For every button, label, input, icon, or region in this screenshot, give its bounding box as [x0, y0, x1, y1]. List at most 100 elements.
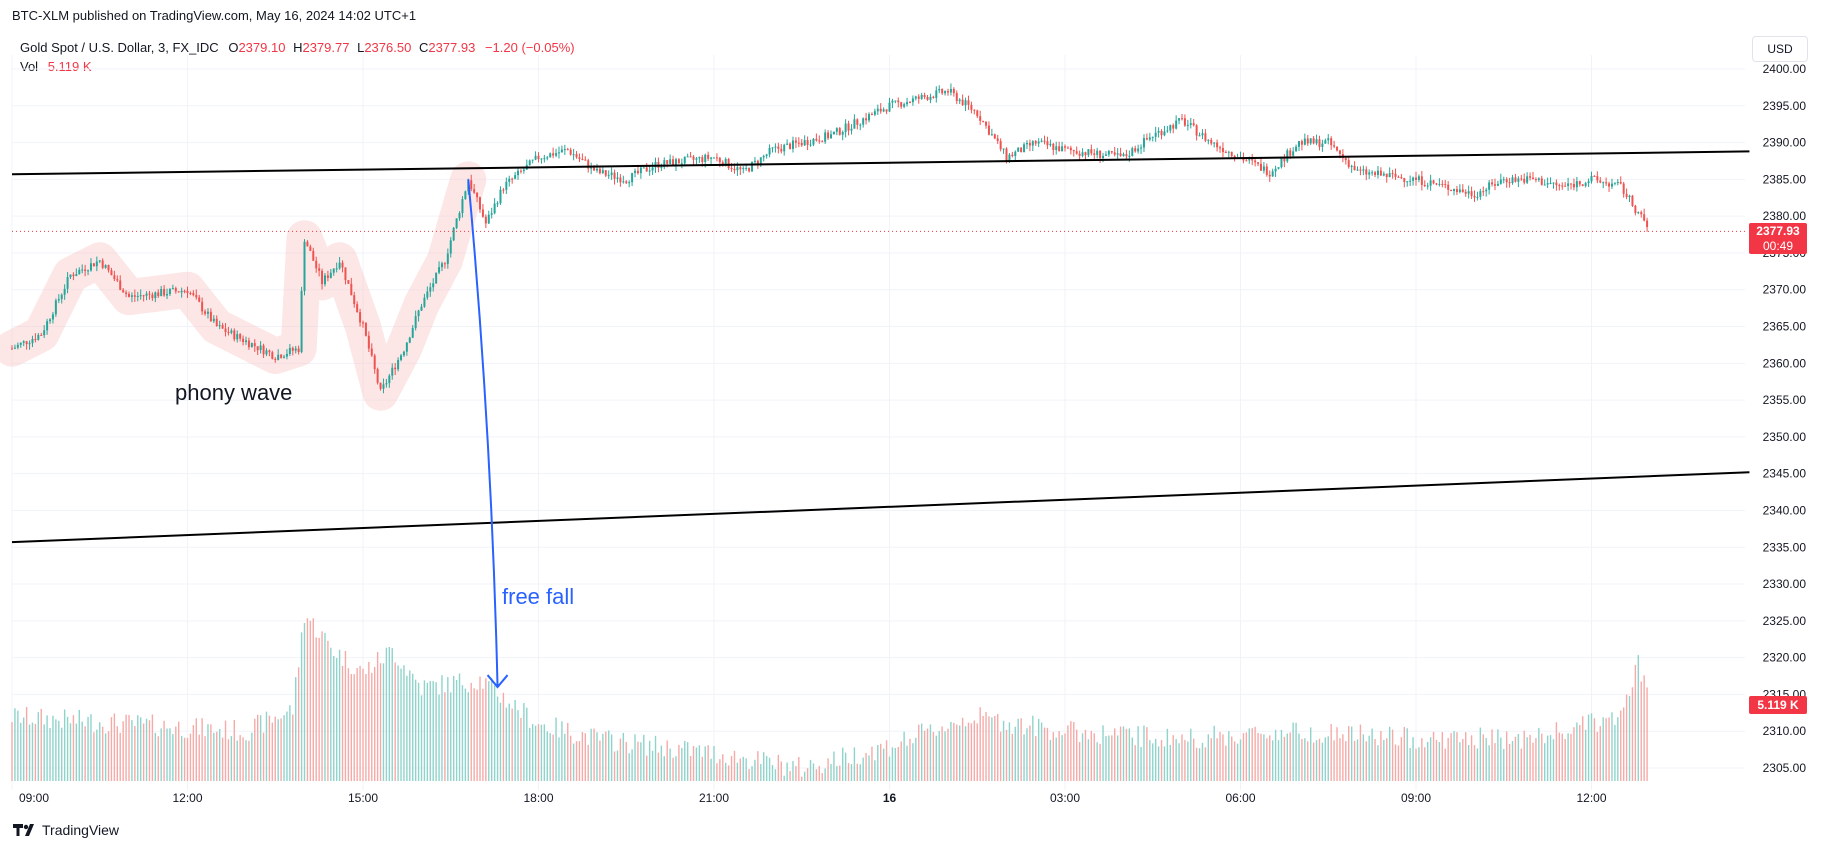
candle-body	[625, 181, 628, 184]
candle-body	[1371, 172, 1374, 174]
candle-body	[505, 181, 508, 190]
candle-body	[739, 167, 742, 170]
candle-body	[1382, 173, 1385, 176]
candle-body	[160, 288, 163, 297]
close-value: 2377.93	[428, 40, 476, 55]
candle-body	[1078, 153, 1081, 156]
candle-body	[598, 168, 601, 174]
candle-body	[1593, 175, 1596, 177]
candle-body	[756, 160, 759, 165]
candle-body	[1262, 166, 1265, 171]
candle-body	[1429, 180, 1432, 186]
candle-body	[508, 178, 511, 182]
candle-body	[838, 128, 841, 135]
candle-body	[891, 100, 894, 103]
candle-body	[449, 240, 452, 254]
candle-body	[1061, 146, 1064, 152]
candle-body	[250, 343, 253, 348]
candle-body	[1166, 130, 1169, 132]
candle-body	[470, 180, 473, 190]
candle-body	[186, 290, 189, 294]
candle-body	[1631, 195, 1634, 206]
candle-body	[794, 140, 797, 143]
x-tick-label: 16	[883, 791, 897, 805]
price-axis[interactable]: 2305.002310.002315.002320.002325.002330.…	[1763, 62, 1807, 775]
candle-body	[110, 270, 113, 276]
candle-body	[356, 304, 359, 313]
candle-body	[259, 345, 262, 351]
candle-body	[1002, 148, 1005, 150]
candle-body	[1265, 166, 1268, 175]
candle-body	[1561, 185, 1564, 187]
candle-body	[698, 157, 701, 159]
candle-body	[1014, 151, 1017, 157]
close-label: C	[418, 40, 429, 55]
candle-body	[1128, 155, 1131, 157]
candle-body	[195, 295, 198, 298]
candle-body	[1330, 138, 1333, 146]
candle-body	[335, 268, 338, 270]
candle-body	[987, 125, 990, 135]
candle-body	[283, 356, 286, 358]
candle-body	[411, 328, 414, 338]
candle-body	[1368, 172, 1371, 175]
candle-body	[1362, 169, 1365, 171]
candle-body	[947, 91, 949, 93]
candle-body	[914, 96, 917, 99]
candle-body	[57, 299, 60, 301]
candle-body	[1347, 160, 1350, 168]
candle-body	[429, 287, 432, 292]
candle-body	[1479, 191, 1482, 197]
candle-body	[1113, 152, 1116, 155]
candle-body	[92, 263, 95, 267]
candle-body	[373, 355, 376, 370]
volume-tag: 5.119 K	[1749, 695, 1807, 714]
candle-body	[1292, 151, 1295, 156]
candle-body	[560, 149, 563, 153]
currency-button[interactable]: USD	[1752, 36, 1808, 62]
candle-body	[341, 262, 344, 268]
candle-body	[680, 163, 683, 165]
symbol-label[interactable]: Gold Spot / U.S. Dollar, 3, FX_IDC	[20, 40, 219, 55]
candle-body	[1444, 184, 1447, 186]
candle-body	[1148, 137, 1151, 140]
candle-body	[1096, 150, 1099, 155]
last-price-tag: 2377.93 00:49	[1749, 223, 1807, 255]
volume-label[interactable]: Vol	[20, 59, 39, 74]
open-value: 2379.10	[238, 40, 286, 55]
candle-body	[493, 203, 496, 214]
candle-body	[765, 154, 768, 156]
candle-body	[830, 134, 832, 139]
candle-body	[1005, 148, 1008, 161]
last-price-value: 2377.93	[1756, 224, 1800, 239]
candle-body	[174, 288, 177, 292]
candle-body	[944, 91, 947, 94]
candle-body	[78, 269, 81, 275]
candle-body	[1502, 179, 1505, 181]
candle-body	[370, 348, 373, 356]
candle-body	[130, 295, 133, 297]
time-axis[interactable]: 09:00 12:00 15:00 18:00 21:00 16 03:00 06:00 09:…	[19, 791, 1607, 805]
candle-body	[326, 275, 329, 278]
candle-body	[923, 94, 926, 98]
candle-body	[218, 325, 221, 327]
candle-body	[862, 118, 865, 125]
candle-body	[949, 88, 952, 93]
candle-body	[1438, 183, 1441, 185]
candle-body	[938, 89, 941, 91]
trendline-1	[11, 150, 1750, 176]
candle-body	[648, 170, 651, 172]
candle-body	[1321, 143, 1324, 147]
candle-body	[806, 140, 809, 145]
candle-body	[1157, 130, 1160, 133]
free-fall-arrow	[467, 179, 509, 689]
candle-body	[1584, 183, 1587, 186]
candle-body	[1564, 185, 1567, 187]
candle-body	[280, 354, 283, 358]
candle-body	[1488, 182, 1491, 190]
candle-body	[1526, 176, 1529, 183]
candle-body	[815, 138, 818, 141]
candle-body	[566, 149, 569, 151]
tradingview-brand[interactable]: TradingView	[12, 822, 119, 838]
